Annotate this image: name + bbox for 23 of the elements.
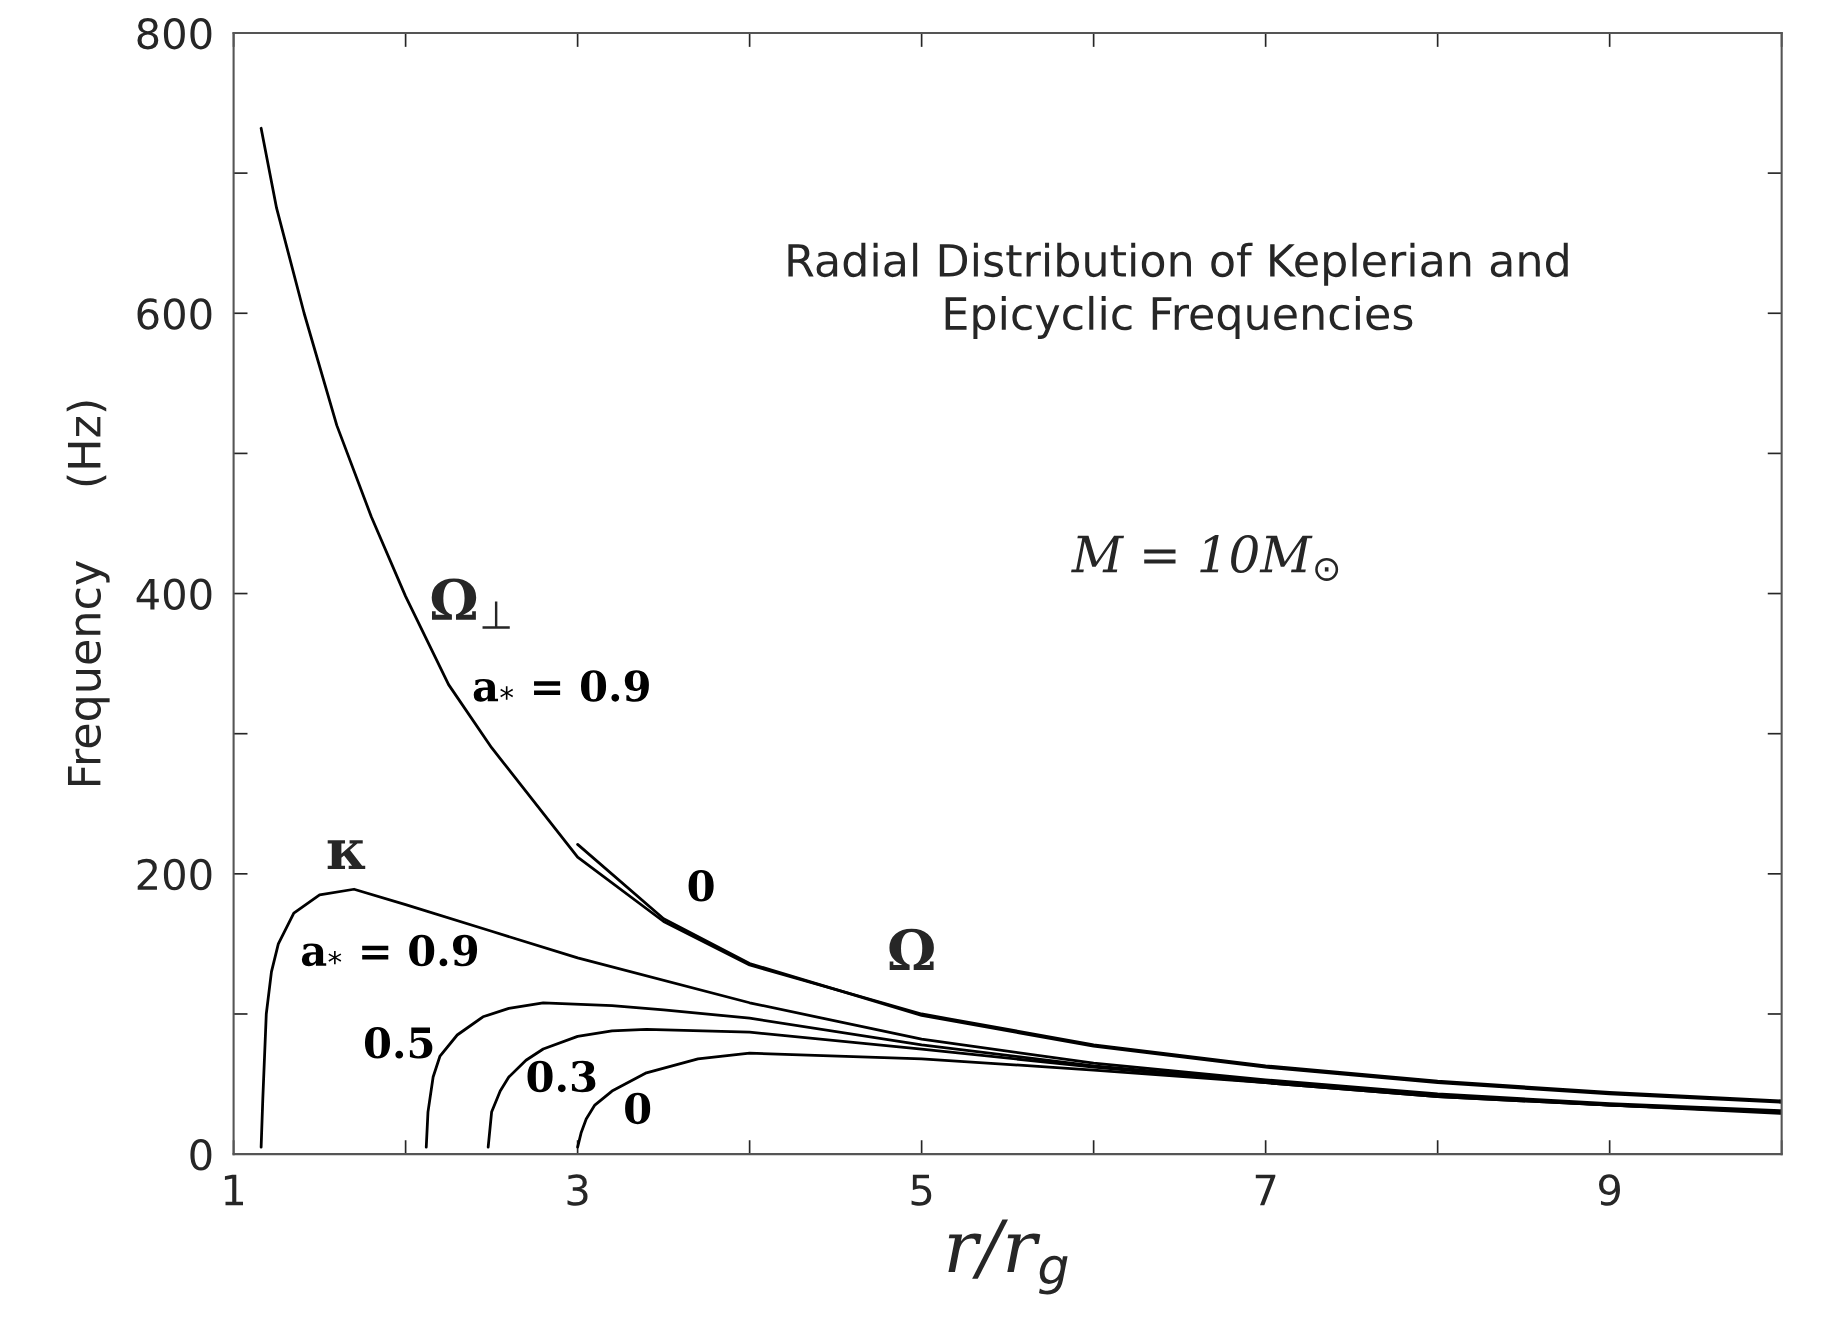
annotation: M = 10M$_{⊙}$ bbox=[1071, 535, 1339, 581]
y-tick-label: 200 bbox=[137, 858, 212, 891]
x-tick-label: 5 bbox=[911, 1174, 932, 1206]
series-label: 0 bbox=[688, 870, 714, 902]
x-tick-label: 7 bbox=[1255, 1174, 1276, 1206]
y-axis-title: Frequency (Hz) bbox=[66, 401, 110, 786]
series-label: a$_{*}$ = 0.9 bbox=[473, 670, 649, 702]
series-label: 0.3 bbox=[527, 1060, 596, 1093]
y-tick-label: 0 bbox=[190, 1139, 212, 1171]
annotation: Ω bbox=[889, 928, 934, 970]
x-tick-label: 9 bbox=[1599, 1174, 1620, 1206]
series-label: a$_{*}$ = 0.9 bbox=[301, 934, 478, 967]
series-label: 0 bbox=[625, 1092, 651, 1125]
x-axis-title: r/r$_{g}$ bbox=[948, 1219, 1068, 1295]
series-label: 0.5 bbox=[364, 1027, 433, 1059]
annotation: κ bbox=[327, 840, 366, 869]
x-tick-label: 1 bbox=[224, 1174, 244, 1206]
y-tick-label: 600 bbox=[137, 298, 212, 330]
text: Radial Distribution of Keplerian and Epicyclic Frequencies bbox=[788, 242, 1568, 339]
x-tick-label: 3 bbox=[567, 1174, 588, 1206]
y-tick-label: 800 bbox=[137, 17, 212, 50]
annotation: Ω$_{⊥}$ bbox=[431, 578, 510, 629]
y-tick-label: 400 bbox=[136, 578, 212, 610]
